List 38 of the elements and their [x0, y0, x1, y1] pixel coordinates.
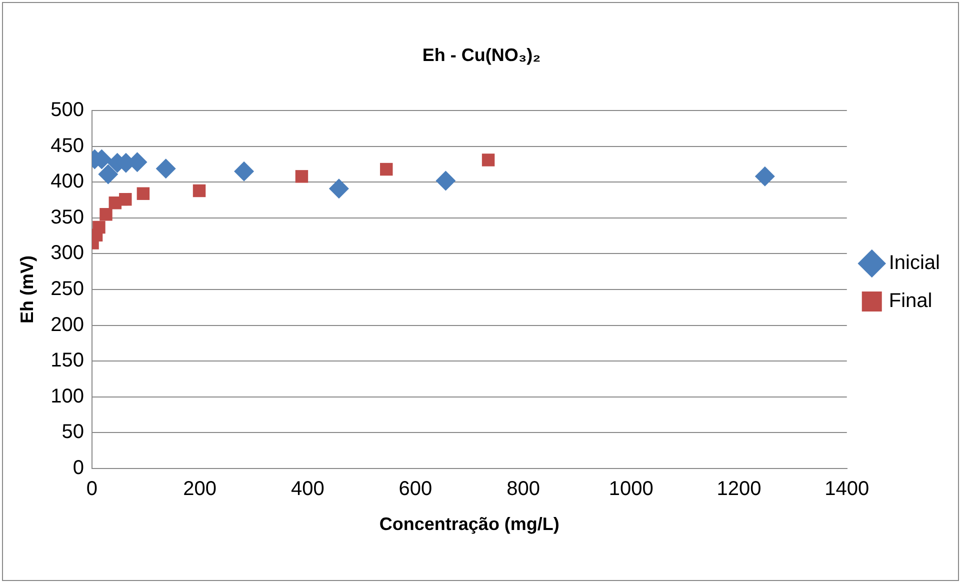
- y-tick-label: 0: [72, 456, 84, 479]
- legend-label: Inicial: [888, 252, 940, 274]
- legend-label: Final: [888, 290, 932, 312]
- x-tick-label: 800: [506, 478, 540, 500]
- point: [136, 187, 150, 200]
- x-tick-label: 1400: [824, 478, 870, 500]
- point: [98, 164, 118, 184]
- y-tick-label: 300: [50, 242, 84, 264]
- x-tick-label: 400: [290, 478, 324, 500]
- y-tick-label: 150: [50, 350, 84, 372]
- point: [234, 161, 254, 182]
- point: [380, 162, 393, 176]
- y-axis-title: Eh (mV): [16, 255, 37, 324]
- y-tick-label: 400: [50, 170, 84, 193]
- x-tick-label: 200: [183, 478, 216, 500]
- y-tick-label: 100: [50, 385, 84, 408]
- x-tick-label: 1200: [716, 478, 762, 500]
- y-tick-label: 500: [50, 99, 84, 122]
- point: [295, 170, 308, 183]
- y-tick-label: 350: [50, 206, 84, 228]
- chart-title: Eh - Cu(NO₃)₂: [422, 44, 541, 65]
- point: [119, 192, 132, 206]
- point: [192, 184, 206, 198]
- x-tick-label: 1000: [608, 478, 654, 500]
- x-tick-label: 600: [398, 478, 432, 500]
- y-tick-label: 50: [62, 421, 84, 444]
- x-axis-title: Concentração (mg/L): [379, 514, 560, 534]
- y-tick-label: 250: [50, 278, 84, 300]
- point: [436, 170, 456, 191]
- x-tick-label: 0: [86, 478, 98, 500]
- y-tick-label: 450: [50, 134, 84, 157]
- point: [482, 154, 495, 166]
- point: [754, 166, 775, 186]
- point: [100, 208, 112, 221]
- point: [328, 178, 349, 199]
- point: [92, 220, 106, 234]
- y-tick-label: 200: [50, 314, 84, 336]
- point: [156, 158, 176, 179]
